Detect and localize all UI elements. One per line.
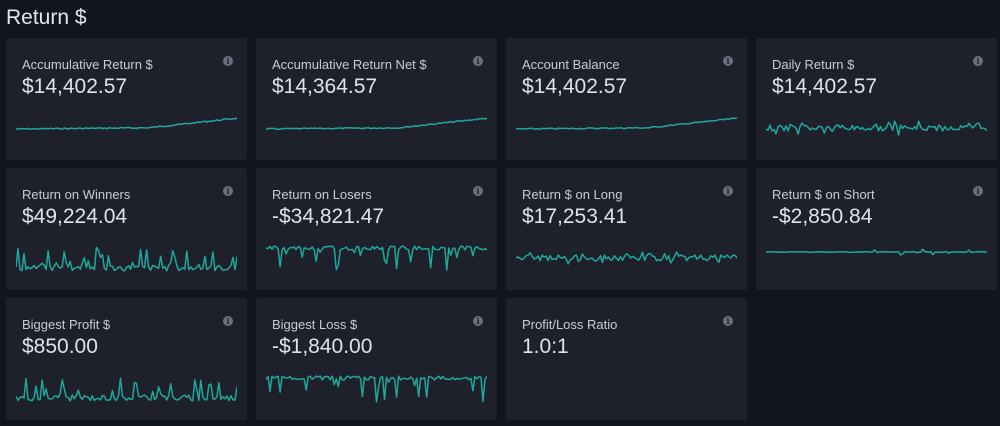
sparkline-path — [516, 117, 737, 131]
card-label: Biggest Profit $ — [22, 317, 111, 332]
card-daily-return: Daily Return $ $14,402.57 i — [756, 38, 997, 160]
info-icon[interactable]: i — [223, 56, 233, 66]
info-icon[interactable]: i — [473, 56, 483, 66]
info-icon[interactable]: i — [473, 186, 483, 196]
card-return-on-short: Return $ on Short -$2,850.84 i — [756, 168, 997, 290]
sparkline-path — [766, 248, 987, 256]
card-label: Return $ on Short — [772, 187, 875, 202]
sparkline — [266, 117, 487, 131]
card-label: Daily Return $ — [772, 57, 855, 72]
sparkline-path — [16, 246, 237, 272]
card-label: Profit/Loss Ratio — [522, 317, 618, 332]
sparkline-path — [16, 117, 237, 131]
card-value: $14,402.57 — [772, 75, 878, 98]
info-icon[interactable]: i — [973, 186, 983, 196]
sparkline-path — [766, 120, 987, 136]
card-value: $49,224.04 — [22, 205, 128, 228]
sparkline — [766, 120, 987, 136]
sparkline — [16, 117, 237, 131]
card-biggest-loss: Biggest Loss $ -$1,840.00 i — [256, 298, 497, 420]
card-label: Accumulative Return Net $ — [272, 57, 427, 72]
sparkline — [516, 117, 737, 131]
sparkline — [266, 245, 487, 271]
card-label: Account Balance — [522, 57, 620, 72]
sparkline-path — [16, 377, 237, 402]
card-value: -$34,821.47 — [272, 205, 385, 228]
card-value: -$1,840.00 — [272, 335, 373, 358]
card-accumulative-return-net: Accumulative Return Net $ $14,364.57 i — [256, 38, 497, 160]
info-icon[interactable]: i — [223, 316, 233, 326]
card-label: Accumulative Return $ — [22, 57, 153, 72]
sparkline-path — [266, 245, 487, 271]
card-account-balance: Account Balance $14,402.57 i — [506, 38, 747, 160]
card-value: $850.00 — [22, 335, 98, 358]
card-value: 1.0:1 — [522, 335, 569, 358]
info-icon[interactable]: i — [223, 186, 233, 196]
card-value: $14,364.57 — [272, 75, 378, 98]
info-icon[interactable]: i — [723, 186, 733, 196]
card-value: $17,253.41 — [522, 205, 628, 228]
card-return-on-winners: Return on Winners $49,224.04 i — [6, 168, 247, 290]
card-label: Return on Winners — [22, 187, 131, 202]
info-icon[interactable]: i — [723, 316, 733, 326]
card-biggest-profit: Biggest Profit $ $850.00 i — [6, 298, 247, 420]
sparkline — [16, 246, 237, 272]
card-value: $14,402.57 — [522, 75, 628, 98]
card-label: Return on Losers — [272, 187, 372, 202]
sparkline-path — [266, 375, 487, 403]
sparkline-path — [516, 251, 737, 265]
card-value: -$2,850.84 — [772, 205, 873, 228]
sparkline — [266, 375, 487, 403]
info-icon[interactable]: i — [973, 56, 983, 66]
sparkline — [16, 377, 237, 402]
info-icon[interactable]: i — [723, 56, 733, 66]
section-title: Return $ — [6, 6, 87, 29]
card-accumulative-return: Accumulative Return $ $14,402.57 i — [6, 38, 247, 160]
card-profit-loss-ratio: Profit/Loss Ratio 1.0:1 i — [506, 298, 747, 420]
card-return-on-losers: Return on Losers -$34,821.47 i — [256, 168, 497, 290]
card-label: Return $ on Long — [522, 187, 623, 202]
card-return-on-long: Return $ on Long $17,253.41 i — [506, 168, 747, 290]
info-icon[interactable]: i — [473, 316, 483, 326]
card-label: Biggest Loss $ — [272, 317, 358, 332]
metrics-grid: Accumulative Return $ $14,402.57 i Accum… — [6, 38, 997, 420]
sparkline — [516, 251, 737, 265]
card-value: $14,402.57 — [22, 75, 128, 98]
sparkline — [766, 248, 987, 256]
sparkline-path — [266, 117, 487, 131]
